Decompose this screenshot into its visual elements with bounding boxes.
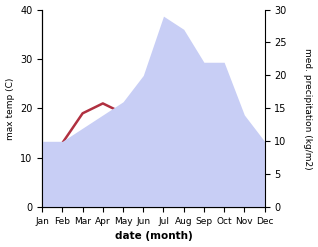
Y-axis label: med. precipitation (kg/m2): med. precipitation (kg/m2): [303, 48, 313, 169]
X-axis label: date (month): date (month): [114, 231, 192, 242]
Y-axis label: max temp (C): max temp (C): [5, 77, 15, 140]
